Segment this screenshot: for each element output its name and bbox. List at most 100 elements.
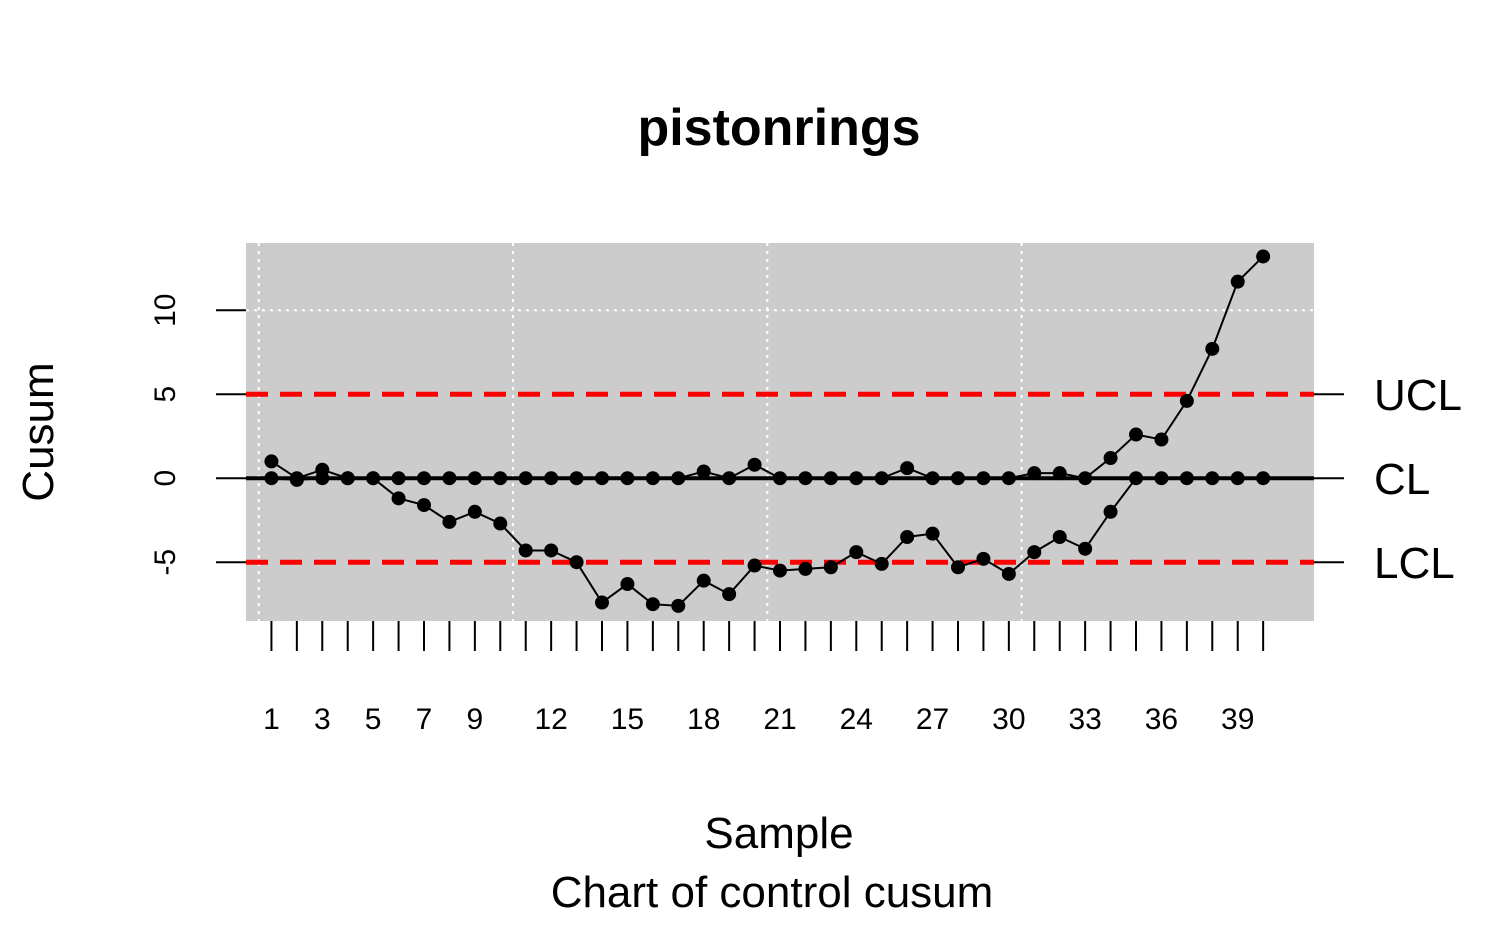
series-0-point-1: [264, 454, 279, 469]
series-1-point-16: [645, 597, 660, 612]
series-0-point-28: [951, 471, 965, 486]
x-tick-label-15: 15: [611, 703, 644, 736]
series-1-point-18: [696, 573, 711, 588]
x-axis-title: Sample: [704, 809, 853, 858]
series-1-point-25: [874, 556, 889, 571]
y-axis: -5 0 5 10: [149, 294, 246, 576]
series-1-point-36: [1154, 471, 1169, 486]
limit-labels: UCL LCL CL: [1314, 371, 1462, 588]
series-1-point-24: [849, 545, 864, 560]
x-axis: 1 3 5 7 9 12 15 18 21 24 27 30 33 36 39: [263, 621, 1265, 736]
series-1-point-20: [747, 558, 762, 573]
series-1-point-15: [620, 577, 635, 592]
series-0-point-27: [925, 471, 940, 486]
series-1-point-35: [1129, 471, 1143, 486]
series-0-point-10: [493, 471, 508, 486]
chart-subtitle: Chart of control cusum: [551, 868, 994, 917]
x-tick-label-24: 24: [840, 703, 873, 736]
cusum-series: [264, 249, 1271, 613]
x-tick-label-33: 33: [1068, 703, 1101, 736]
y-tick-label--5: -5: [149, 549, 182, 576]
series-0-point-12: [544, 471, 559, 486]
series-0-point-22: [798, 471, 813, 486]
series-1-point-30: [1001, 566, 1016, 581]
series-1-point-2: [289, 472, 304, 487]
series-0-point-15: [620, 471, 635, 486]
x-tick-label-5: 5: [365, 703, 382, 736]
series-1-point-26: [900, 530, 915, 544]
series-1-point-38: [1205, 471, 1220, 486]
series-0-point-38: [1205, 341, 1220, 356]
series-1-point-7: [417, 498, 431, 513]
series-0-point-20: [747, 457, 762, 472]
series-1-line: [271, 477, 1264, 607]
y-axis-title: Cusum: [14, 362, 63, 501]
series-1-point-23: [823, 560, 838, 575]
series-1-point-10: [493, 516, 508, 531]
series-0-point-34: [1103, 451, 1118, 466]
x-tick-label-3: 3: [314, 703, 331, 736]
series-0-point-17: [671, 471, 686, 486]
series-1-point-22: [798, 561, 813, 576]
series-0-point-26: [900, 461, 915, 476]
chart-title: pistonrings: [637, 99, 920, 157]
series-0-point-11: [518, 471, 533, 486]
series-0-point-29: [976, 471, 991, 486]
series-1-point-27: [925, 526, 940, 541]
series-1-point-37: [1179, 471, 1194, 486]
series-1-point-21: [773, 563, 787, 578]
x-tick-label-1: 1: [263, 703, 280, 736]
y-tick-label-10: 10: [149, 294, 182, 327]
x-tick-label-7: 7: [416, 703, 433, 736]
series-0-point-7: [417, 471, 431, 486]
series-1-point-12: [544, 543, 559, 558]
series-0-point-24: [849, 471, 864, 486]
series-1-point-31: [1027, 545, 1042, 560]
series-1-point-32: [1052, 530, 1067, 544]
series-0-point-16: [645, 471, 660, 486]
series-0-point-13: [569, 471, 584, 486]
series-0-point-33: [1078, 471, 1093, 486]
x-tick-label-30: 30: [992, 703, 1025, 736]
series-0-point-14: [595, 471, 609, 486]
series-1-point-3: [315, 471, 330, 486]
y-tick-label-5: 5: [149, 386, 182, 403]
lcl-label: LCL: [1374, 539, 1455, 588]
series-0-point-39: [1230, 274, 1245, 289]
series-1-point-5: [366, 471, 381, 486]
series-0-point-8: [442, 471, 457, 486]
x-tick-label-36: 36: [1145, 703, 1178, 736]
series-0-line: [270, 255, 1264, 480]
series-0-point-36: [1154, 432, 1169, 447]
series-1-point-6: [391, 491, 406, 506]
x-tick-label-21: 21: [763, 703, 796, 736]
series-0-point-19: [722, 471, 737, 486]
series-0-point-32: [1052, 466, 1067, 481]
series-0-point-23: [823, 471, 838, 486]
x-tick-label-27: 27: [916, 703, 949, 736]
x-tick-label-12: 12: [534, 703, 567, 736]
series-1-point-17: [671, 598, 686, 613]
series-1-point-13: [569, 555, 584, 570]
series-1-point-8: [442, 514, 457, 529]
series-0-point-6: [391, 471, 406, 486]
series-1-point-34: [1103, 504, 1118, 519]
series-1-point-40: [1256, 471, 1271, 486]
series-1-point-29: [976, 551, 991, 566]
x-tick-label-9: 9: [467, 703, 484, 736]
series-1-point-28: [951, 560, 965, 575]
x-tick-label-39: 39: [1221, 703, 1254, 736]
x-tick-label-18: 18: [687, 703, 720, 736]
series-1-point-33: [1078, 541, 1093, 556]
series-0-point-18: [696, 464, 711, 479]
y-tick-label-0: 0: [149, 470, 182, 487]
series-1-point-9: [467, 504, 482, 519]
series-0-point-31: [1027, 466, 1042, 481]
series-0-point-35: [1129, 427, 1143, 442]
series-0-point-30: [1001, 471, 1016, 486]
series-1-point-14: [595, 595, 609, 610]
series-0-point-21: [773, 471, 787, 486]
grid: [246, 243, 1314, 621]
series-0-point-37: [1179, 393, 1194, 408]
